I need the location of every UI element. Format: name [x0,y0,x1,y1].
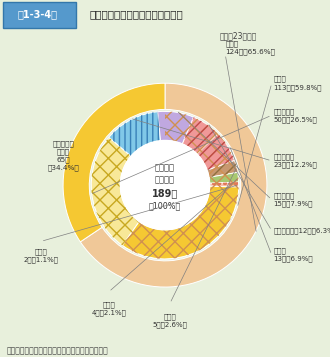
Wedge shape [207,161,238,177]
Wedge shape [63,83,165,242]
Wedge shape [122,111,239,259]
Text: 第２石油類　12件（6.3%）: 第２石油類 12件（6.3%） [274,227,330,234]
Text: 危険物
124件（65.6%）: 危険物 124件（65.6%） [225,40,275,55]
Wedge shape [80,83,267,287]
Text: （100%）: （100%） [149,201,181,210]
Text: その他
13件（6.9%）: その他 13件（6.9%） [274,248,313,262]
Text: 出火原因物質別火災事故発生件数: 出火原因物質別火災事故発生件数 [89,10,183,20]
Wedge shape [209,172,239,183]
Text: 第３石油類
23件（12.2%）: 第３石油類 23件（12.2%） [274,154,317,168]
Text: 火災事故: 火災事故 [155,164,175,173]
Text: 第２類
2件（1.1%）: 第２類 2件（1.1%） [23,248,58,263]
Wedge shape [210,182,239,187]
Text: 第1-3-4図: 第1-3-4図 [18,10,58,20]
Wedge shape [182,117,218,154]
Text: 発生総数: 発生総数 [155,175,175,184]
Circle shape [120,141,210,230]
FancyBboxPatch shape [3,2,76,28]
Wedge shape [122,186,239,259]
Text: 第４石油類
15件（7.9%）: 第４石油類 15件（7.9%） [274,192,313,207]
Text: 第４類
113件（59.8%）: 第４類 113件（59.8%） [274,76,322,91]
Text: 189件: 189件 [152,188,178,198]
Text: 危険物以外
のもの
65件
（34.4%）: 危険物以外 のもの 65件 （34.4%） [47,141,79,171]
Wedge shape [91,137,139,245]
Wedge shape [109,112,161,156]
Wedge shape [197,134,235,170]
Text: （備考）　「危険物に係る事故報告」により作成: （備考） 「危険物に係る事故報告」により作成 [7,346,108,355]
Text: 第１石油類
50件（26.5%）: 第１石油類 50件（26.5%） [274,108,317,122]
Text: 第３類
5件（2.6%）: 第３類 5件（2.6%） [152,313,187,328]
Text: 第５類
4件（2.1%）: 第５類 4件（2.1%） [91,302,126,316]
Text: （平成23年中）: （平成23年中） [220,32,257,41]
Wedge shape [158,111,194,144]
